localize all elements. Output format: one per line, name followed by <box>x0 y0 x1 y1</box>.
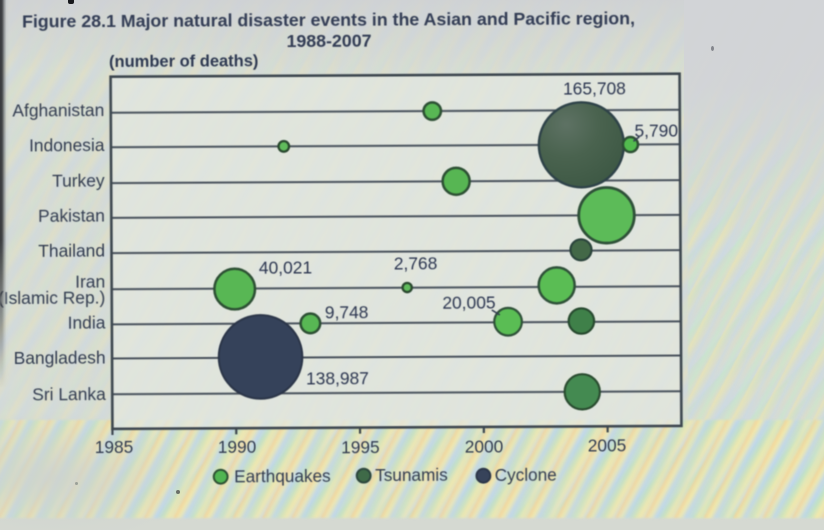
svg-text:Tsunamis: Tsunamis <box>375 465 448 485</box>
svg-text:138,987: 138,987 <box>306 368 369 388</box>
svg-text:165,708: 165,708 <box>563 78 626 98</box>
svg-text:20,005: 20,005 <box>442 292 495 312</box>
svg-text:Pakistan: Pakistan <box>38 206 105 226</box>
svg-text:Earthquakes: Earthquakes <box>234 466 331 487</box>
svg-text:(Islamic Rep.): (Islamic Rep.) <box>0 288 105 309</box>
svg-text:9,748: 9,748 <box>325 302 369 322</box>
svg-text:Bangladesh: Bangladesh <box>14 348 106 368</box>
svg-text:2005: 2005 <box>588 435 627 455</box>
svg-text:India: India <box>68 312 106 332</box>
svg-text:Thailand: Thailand <box>38 240 105 260</box>
svg-text:1995: 1995 <box>341 437 380 457</box>
svg-text:Figure 28.1 Major natural disa: Figure 28.1 Major natural disaster event… <box>22 8 635 31</box>
svg-text:5,790: 5,790 <box>634 121 678 141</box>
svg-text:2,768: 2,768 <box>394 253 438 273</box>
svg-text:2000: 2000 <box>465 436 504 456</box>
svg-text:Cyclone: Cyclone <box>495 465 557 485</box>
svg-text:Turkey: Turkey <box>52 171 105 191</box>
svg-text:Sri Lanka: Sri Lanka <box>32 384 106 404</box>
svg-text:1990: 1990 <box>218 437 257 457</box>
svg-text:Indonesia: Indonesia <box>29 135 105 155</box>
svg-text:1985: 1985 <box>95 437 134 457</box>
svg-text:Afghanistan: Afghanistan <box>12 100 104 120</box>
svg-text:(number of deaths): (number of deaths) <box>109 52 259 71</box>
svg-text:40,021: 40,021 <box>259 257 312 277</box>
svg-text:1988-2007: 1988-2007 <box>286 30 371 50</box>
